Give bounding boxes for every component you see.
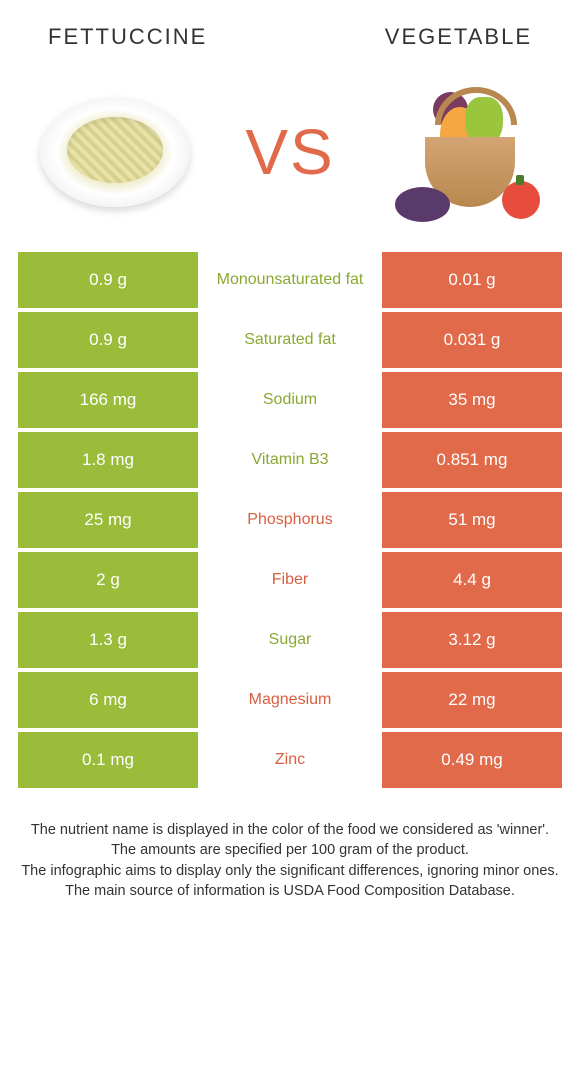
nutrient-label: Monounsaturated fat bbox=[198, 252, 382, 308]
nutrient-label: Sodium bbox=[198, 372, 382, 428]
nutrient-label: Zinc bbox=[198, 732, 382, 788]
left-value: 1.3 g bbox=[18, 612, 198, 668]
images-row: VS bbox=[0, 62, 580, 252]
right-value: 3.12 g bbox=[382, 612, 562, 668]
table-row: 6 mgMagnesium22 mg bbox=[18, 672, 562, 728]
comparison-table: 0.9 gMonounsaturated fat0.01 g0.9 gSatur… bbox=[0, 252, 580, 788]
nutrient-label: Fiber bbox=[198, 552, 382, 608]
footer-line: The infographic aims to display only the… bbox=[20, 861, 560, 881]
left-food-title: FETTUCCINE bbox=[48, 24, 207, 50]
left-value: 1.8 mg bbox=[18, 432, 198, 488]
right-value: 4.4 g bbox=[382, 552, 562, 608]
vs-label: VS bbox=[245, 115, 334, 189]
nutrient-label: Saturated fat bbox=[198, 312, 382, 368]
left-value: 0.1 mg bbox=[18, 732, 198, 788]
right-value: 0.851 mg bbox=[382, 432, 562, 488]
left-value: 25 mg bbox=[18, 492, 198, 548]
left-value: 2 g bbox=[18, 552, 198, 608]
nutrient-label: Phosphorus bbox=[198, 492, 382, 548]
right-value: 0.49 mg bbox=[382, 732, 562, 788]
left-value: 6 mg bbox=[18, 672, 198, 728]
table-row: 0.1 mgZinc0.49 mg bbox=[18, 732, 562, 788]
fettuccine-image bbox=[30, 77, 200, 227]
footer-line: The main source of information is USDA F… bbox=[20, 881, 560, 901]
table-row: 2 gFiber4.4 g bbox=[18, 552, 562, 608]
right-food-title: VEGETABLE bbox=[385, 24, 532, 50]
right-value: 35 mg bbox=[382, 372, 562, 428]
table-row: 0.9 gMonounsaturated fat0.01 g bbox=[18, 252, 562, 308]
nutrient-label: Magnesium bbox=[198, 672, 382, 728]
left-value: 0.9 g bbox=[18, 312, 198, 368]
footer-notes: The nutrient name is displayed in the co… bbox=[0, 792, 580, 901]
vegetable-image bbox=[380, 77, 550, 227]
footer-line: The amounts are specified per 100 gram o… bbox=[20, 840, 560, 860]
nutrient-label: Sugar bbox=[198, 612, 382, 668]
footer-line: The nutrient name is displayed in the co… bbox=[20, 820, 560, 840]
table-row: 166 mgSodium35 mg bbox=[18, 372, 562, 428]
table-row: 1.3 gSugar3.12 g bbox=[18, 612, 562, 668]
header: FETTUCCINE VEGETABLE bbox=[0, 0, 580, 62]
table-row: 1.8 mgVitamin B30.851 mg bbox=[18, 432, 562, 488]
table-row: 0.9 gSaturated fat0.031 g bbox=[18, 312, 562, 368]
right-value: 0.01 g bbox=[382, 252, 562, 308]
left-value: 0.9 g bbox=[18, 252, 198, 308]
right-value: 0.031 g bbox=[382, 312, 562, 368]
right-value: 51 mg bbox=[382, 492, 562, 548]
right-value: 22 mg bbox=[382, 672, 562, 728]
left-value: 166 mg bbox=[18, 372, 198, 428]
nutrient-label: Vitamin B3 bbox=[198, 432, 382, 488]
table-row: 25 mgPhosphorus51 mg bbox=[18, 492, 562, 548]
